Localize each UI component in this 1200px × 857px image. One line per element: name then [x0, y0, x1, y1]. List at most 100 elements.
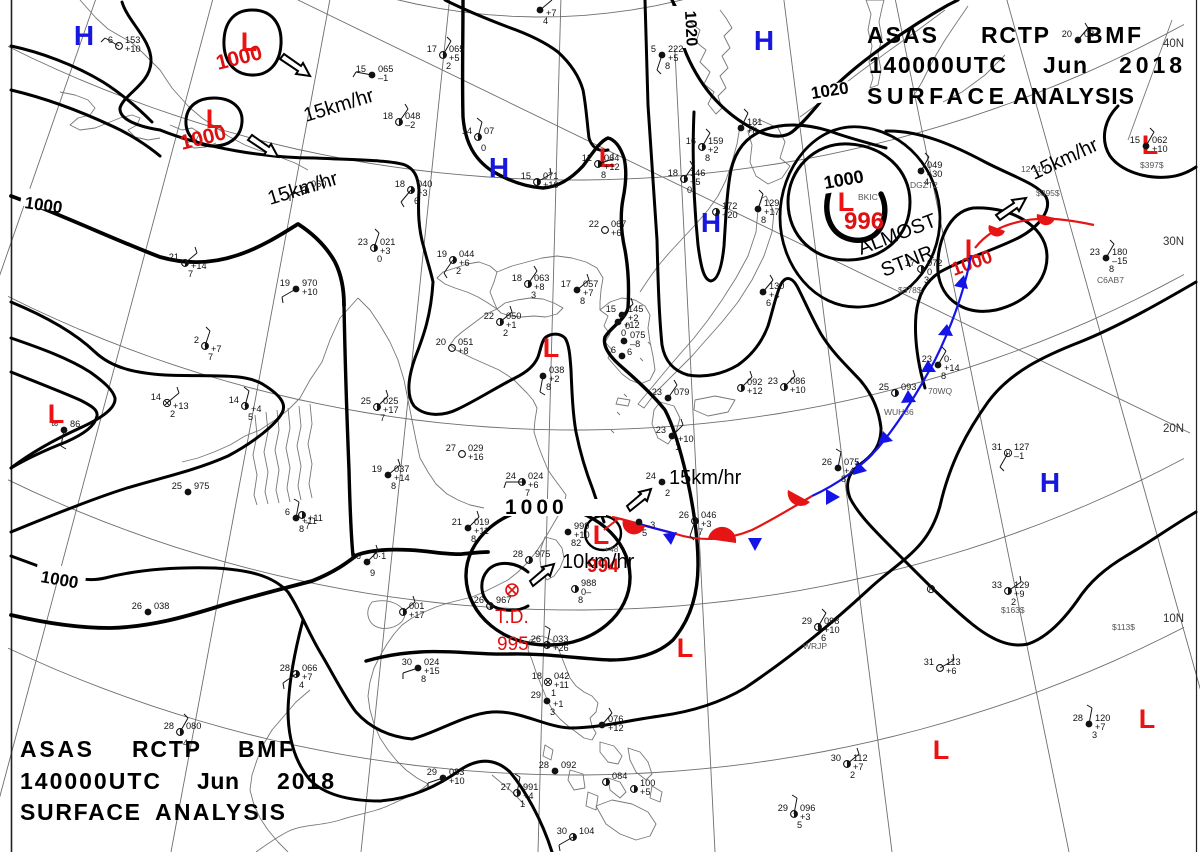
svg-text:30N: 30N: [1163, 236, 1184, 248]
svg-text:+8: +8: [458, 346, 468, 356]
svg-text:26: 26: [132, 601, 142, 611]
svg-text:3: 3: [531, 290, 536, 300]
svg-text:2: 2: [665, 488, 670, 498]
svg-text:28: 28: [164, 721, 174, 731]
svg-text:25: 25: [172, 481, 182, 491]
svg-text:+12: +12: [747, 386, 763, 396]
svg-text:8: 8: [391, 481, 396, 491]
svg-text:071: 071: [543, 171, 558, 181]
svg-text:6: 6: [627, 347, 632, 357]
svg-text:0: 0: [377, 254, 382, 264]
svg-text:15km/hr: 15km/hr: [669, 467, 742, 489]
svg-text:029: 029: [468, 443, 483, 453]
svg-text:L: L: [48, 399, 65, 429]
svg-text:146: 146: [690, 168, 705, 178]
svg-text:+48: +48: [604, 544, 619, 554]
svg-text:26: 26: [679, 510, 689, 520]
svg-text:7: 7: [525, 488, 530, 498]
svg-text:0: 0: [481, 143, 486, 153]
svg-text:0·: 0·: [944, 354, 952, 364]
svg-text:+2: +2: [628, 313, 638, 323]
svg-text:075: 075: [844, 457, 859, 467]
svg-text:051: 051: [458, 337, 473, 347]
svg-text:L: L: [599, 143, 616, 173]
svg-text:+5: +5: [640, 787, 650, 797]
svg-text:060: 060: [311, 179, 326, 189]
svg-text:23: 23: [922, 354, 932, 364]
svg-text:064: 064: [604, 153, 619, 163]
svg-text:RCTP: RCTP: [132, 736, 200, 762]
svg-text:22: 22: [589, 219, 599, 229]
svg-text:0: 0: [625, 321, 630, 331]
svg-text:8: 8: [421, 674, 426, 684]
svg-text:26: 26: [474, 595, 484, 605]
svg-text:+7: +7: [853, 762, 863, 772]
svg-text:+11: +11: [554, 680, 569, 690]
svg-text:26: 26: [822, 457, 832, 467]
svg-text:29: 29: [427, 767, 437, 777]
svg-text:112: 112: [853, 753, 868, 763]
svg-text:222: 222: [668, 44, 683, 54]
svg-text:–15: –15: [1112, 256, 1127, 266]
svg-text:2018: 2018: [277, 768, 334, 794]
svg-text:+10: +10: [1152, 144, 1168, 154]
svg-text:+10: +10: [449, 776, 465, 786]
svg-text:+8: +8: [534, 282, 544, 292]
svg-text:+4: +4: [844, 466, 854, 476]
svg-text:17: 17: [427, 44, 437, 54]
svg-text:+17: +17: [409, 610, 425, 620]
svg-text:+7: +7: [1095, 722, 1105, 732]
svg-text:L: L: [593, 520, 610, 550]
svg-text:0·1: 0·1: [373, 551, 386, 561]
svg-text:23: 23: [656, 425, 666, 435]
svg-text:+14: +14: [394, 473, 410, 483]
svg-text:2: 2: [503, 328, 508, 338]
svg-text:+6: +6: [528, 480, 538, 490]
svg-text:15: 15: [1130, 135, 1140, 145]
svg-text:23: 23: [1090, 247, 1100, 257]
svg-text:+17: +17: [383, 405, 399, 415]
svg-text:050: 050: [506, 311, 521, 321]
svg-text:18: 18: [395, 179, 405, 189]
svg-text:T.D.: T.D.: [495, 607, 529, 628]
svg-text:9: 9: [370, 568, 375, 578]
svg-text:0–: 0–: [581, 587, 592, 597]
svg-text:$395$: $395$: [1036, 188, 1060, 198]
svg-text:+10: +10: [125, 44, 141, 54]
svg-text:+7: +7: [211, 344, 221, 354]
svg-text:2: 2: [194, 335, 199, 345]
svg-text:+13: +13: [173, 401, 189, 411]
svg-text:+3: +3: [380, 246, 390, 256]
svg-text:C6AB7: C6AB7: [1097, 275, 1124, 285]
svg-text:0: 0: [687, 185, 692, 195]
svg-text:086: 086: [790, 376, 805, 386]
svg-text:181: 181: [747, 117, 762, 127]
svg-text:+10: +10: [824, 625, 840, 635]
svg-text:29: 29: [778, 803, 788, 813]
svg-text:159: 159: [708, 136, 723, 146]
svg-text:5: 5: [248, 412, 253, 422]
svg-text:4: 4: [924, 177, 929, 187]
svg-text:–3: –3: [645, 520, 655, 530]
svg-text:2: 2: [170, 409, 175, 419]
svg-text:8: 8: [471, 534, 476, 544]
svg-text:14: 14: [462, 126, 472, 136]
svg-text:049: 049: [927, 160, 942, 170]
svg-text:+6: +6: [946, 666, 956, 676]
svg-text:+12: +12: [624, 320, 640, 330]
svg-text:140000UTC: 140000UTC: [869, 52, 1006, 78]
svg-text:+6: +6: [611, 228, 621, 238]
svg-text:+10: +10: [574, 530, 590, 540]
svg-text:019: 019: [474, 517, 489, 527]
svg-text:038: 038: [549, 365, 564, 375]
svg-text:+4: +4: [251, 404, 261, 414]
svg-text:H: H: [929, 588, 933, 594]
svg-text:+14: +14: [191, 261, 207, 271]
svg-text:15: 15: [356, 64, 366, 74]
svg-text:23: 23: [768, 376, 778, 386]
svg-text:–2: –2: [405, 120, 415, 130]
svg-text:20: 20: [1062, 29, 1072, 39]
svg-text:1: 1: [675, 442, 680, 452]
svg-text:30: 30: [557, 826, 567, 836]
svg-text:066: 066: [302, 663, 317, 673]
